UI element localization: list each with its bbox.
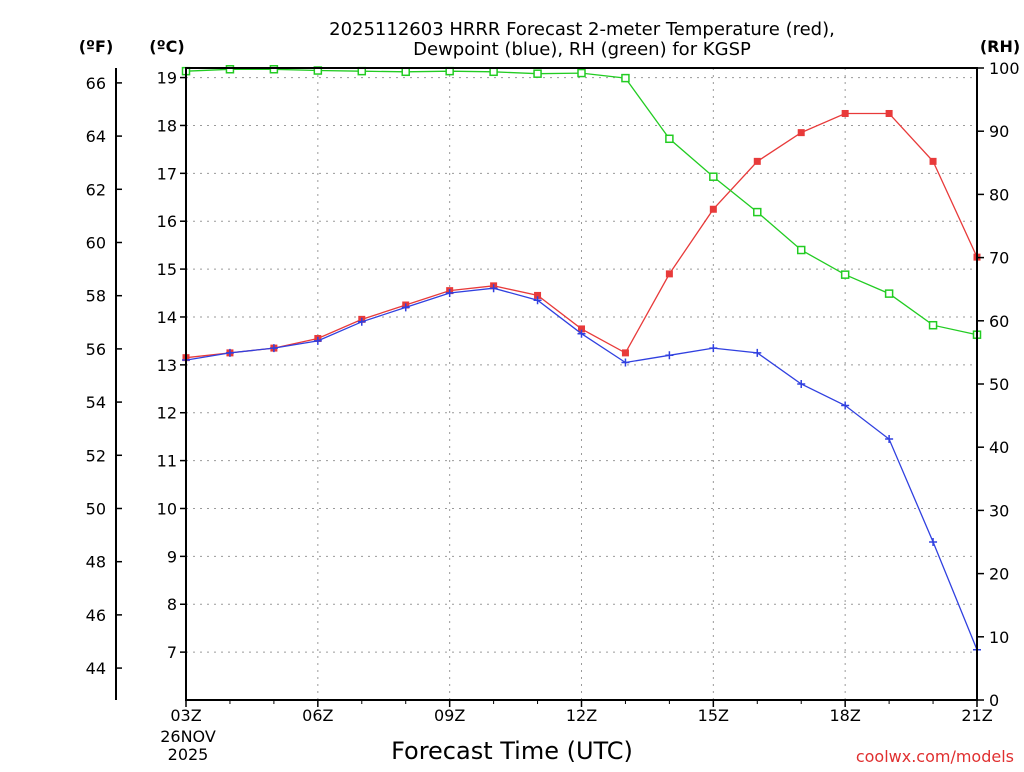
x-tick-label: 12Z xyxy=(566,706,597,725)
celsius-tick-label: 8 xyxy=(167,595,177,614)
celsius-tick-label: 10 xyxy=(157,499,177,518)
temperature-point xyxy=(621,349,629,357)
dewpoint-point xyxy=(313,336,322,345)
dewpoint-point xyxy=(445,289,454,298)
rh-point xyxy=(269,65,279,74)
celsius-tick-label: 19 xyxy=(157,69,177,88)
axis-layer: 03Z 06Z 09Z 12Z 15Z 18Z 21Z 7 8 9 10 11 12 13 14 15 16 17… xyxy=(86,59,1020,725)
credit-label: coolwx.com/models xyxy=(856,747,1014,766)
dewpoint-point xyxy=(401,303,410,312)
celsius-unit-label: (ºC) xyxy=(149,37,184,56)
x-tick-label: 03Z xyxy=(170,706,201,725)
dewpoint-point xyxy=(929,538,938,546)
rh-tick-label: 0 xyxy=(989,691,999,710)
rh-tick-label: 90 xyxy=(989,122,1009,141)
rh-unit-label: (RH) xyxy=(980,37,1020,56)
x-tick-label: 09Z xyxy=(434,706,465,725)
rh-tick-label: 30 xyxy=(989,501,1009,520)
x-axis-label: Forecast Time (UTC) xyxy=(391,737,633,765)
celsius-tick-label: 15 xyxy=(157,260,177,279)
celsius-tick-label: 11 xyxy=(157,452,177,471)
rh-tick-label: 70 xyxy=(989,249,1009,268)
fahrenheit-tick-label: 60 xyxy=(86,233,106,252)
rh-tick-label: 60 xyxy=(989,312,1009,331)
fahrenheit-tick-label: 50 xyxy=(86,499,106,518)
rh-point xyxy=(577,68,586,78)
rh-point xyxy=(489,67,498,77)
date-label-day: 26NOV xyxy=(160,727,216,746)
dewpoint-point xyxy=(665,351,674,360)
dewpoint-point xyxy=(709,344,718,353)
fahrenheit-tick-label: 66 xyxy=(86,74,106,93)
fahrenheit-tick-label: 54 xyxy=(86,393,106,412)
celsius-tick-label: 17 xyxy=(157,164,177,183)
rh-tick-label: 40 xyxy=(989,438,1009,457)
chart-title-line-2: Dewpoint (blue), RH (green) for KGSP xyxy=(413,39,751,60)
fahrenheit-tick-label: 44 xyxy=(86,659,106,678)
rh-tick-label: 20 xyxy=(989,565,1009,584)
celsius-tick-label: 7 xyxy=(167,643,177,662)
celsius-tick-label: 18 xyxy=(157,116,177,135)
fahrenheit-unit-label: (ºF) xyxy=(79,37,114,56)
rh-tick-label: 10 xyxy=(989,628,1009,647)
x-tick-label: 21Z xyxy=(961,706,992,725)
dewpoint-point xyxy=(577,329,586,338)
x-tick-label: 06Z xyxy=(302,706,333,725)
rh-point xyxy=(401,67,410,77)
series-layer xyxy=(181,65,982,654)
rh-point xyxy=(225,65,235,74)
rh-point xyxy=(665,134,674,144)
temperature-point xyxy=(709,205,717,213)
rh-point xyxy=(928,320,938,330)
dewpoint-point xyxy=(841,401,850,410)
fahrenheit-tick-label: 46 xyxy=(86,606,106,625)
fahrenheit-tick-label: 48 xyxy=(86,553,106,572)
fahrenheit-tick-label: 64 xyxy=(86,127,106,146)
temperature-point xyxy=(841,109,849,117)
celsius-tick-label: 12 xyxy=(157,404,177,423)
celsius-tick-label: 16 xyxy=(157,212,177,231)
rh-point xyxy=(840,270,850,279)
dewpoint-point xyxy=(357,317,366,326)
rh-point xyxy=(753,207,762,217)
dewpoint-point xyxy=(797,380,806,388)
fahrenheit-tick-label: 58 xyxy=(86,287,106,306)
rh-point xyxy=(796,245,806,255)
dewpoint-point xyxy=(621,358,630,367)
temperature-point xyxy=(929,157,937,165)
fahrenheit-tick-label: 52 xyxy=(86,446,106,465)
celsius-tick-label: 14 xyxy=(157,308,177,327)
rh-tick-label: 80 xyxy=(989,185,1009,204)
temperature-point xyxy=(753,157,761,165)
temperature-point xyxy=(797,129,805,137)
dewpoint-point xyxy=(225,348,234,357)
temperature-point xyxy=(665,270,673,278)
dewpoint-point xyxy=(269,344,278,353)
temperature-point xyxy=(578,325,585,333)
dewpoint-point xyxy=(489,284,498,293)
fahrenheit-tick-label: 62 xyxy=(86,180,106,199)
x-tick-label: 15Z xyxy=(698,706,729,725)
celsius-tick-label: 9 xyxy=(167,547,177,566)
rh-point xyxy=(621,73,630,83)
celsius-tick-label: 13 xyxy=(157,356,177,375)
chart-title-line-1: 2025112603 HRRR Forecast 2-meter Tempera… xyxy=(329,19,835,40)
rh-tick-label: 50 xyxy=(989,375,1009,394)
rh-tick-label: 100 xyxy=(989,59,1020,78)
dewpoint-point xyxy=(885,435,894,444)
dewpoint-point xyxy=(533,296,542,305)
rh-point xyxy=(709,172,718,181)
dewpoint-point xyxy=(753,348,762,357)
x-tick-label: 18Z xyxy=(830,706,861,725)
date-label-year: 2025 xyxy=(168,745,209,764)
rh-point xyxy=(533,69,542,78)
grid-layer xyxy=(186,68,977,700)
rh-point xyxy=(884,289,894,298)
fahrenheit-tick-label: 56 xyxy=(86,340,106,359)
temperature-point xyxy=(885,109,893,117)
temperature-point xyxy=(534,291,542,299)
